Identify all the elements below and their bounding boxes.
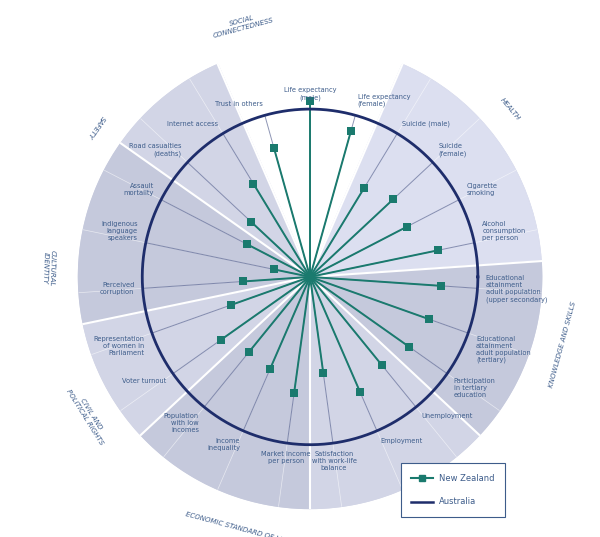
- Text: Life expectancy
(male): Life expectancy (male): [284, 88, 337, 101]
- Polygon shape: [310, 277, 479, 509]
- Text: Assault
mortality: Assault mortality: [124, 183, 154, 196]
- Text: Voter turnout: Voter turnout: [122, 379, 166, 384]
- Text: Alcohol
consumption
per person: Alcohol consumption per person: [482, 221, 526, 241]
- Text: Educational
attainment
adult population
(upper secondary): Educational attainment adult population …: [485, 275, 547, 303]
- Text: PAID WORK: PAID WORK: [430, 485, 467, 512]
- Text: ECONOMIC STANDARD OF LIVING: ECONOMIC STANDARD OF LIVING: [185, 512, 299, 537]
- Text: KNOWLEDGE AND SKILLS: KNOWLEDGE AND SKILLS: [548, 301, 577, 388]
- Text: Cigarette
smoking: Cigarette smoking: [466, 183, 497, 196]
- Polygon shape: [310, 261, 542, 435]
- Text: HEALTH: HEALTH: [499, 96, 521, 121]
- Text: Internet access: Internet access: [167, 120, 218, 127]
- FancyBboxPatch shape: [401, 463, 505, 517]
- Text: New Zealand: New Zealand: [439, 474, 495, 483]
- Text: SAFETY: SAFETY: [86, 114, 106, 139]
- Polygon shape: [79, 143, 310, 324]
- Text: Employment: Employment: [380, 438, 422, 444]
- Text: CIVIL AND
POLITICAL RIGHTS: CIVIL AND POLITICAL RIGHTS: [65, 385, 110, 446]
- Text: Income
inequality: Income inequality: [207, 438, 240, 451]
- Text: Suicide
(female): Suicide (female): [439, 143, 467, 157]
- Text: Perceived
corruption: Perceived corruption: [100, 282, 134, 295]
- Text: Trust in others: Trust in others: [215, 101, 263, 107]
- Text: Road casualties
(deaths): Road casualties (deaths): [129, 143, 181, 157]
- Text: Unemployment: Unemployment: [421, 413, 473, 419]
- Text: Educational
attainment
adult population
(tertiary): Educational attainment adult population …: [476, 336, 530, 364]
- Polygon shape: [79, 64, 542, 509]
- Polygon shape: [121, 64, 310, 277]
- Text: Indigenous
language
speakers: Indigenous language speakers: [101, 221, 138, 241]
- Text: CULTURAL
IDENTITY: CULTURAL IDENTITY: [41, 249, 56, 286]
- Text: Representation
of women in
Parliament: Representation of women in Parliament: [93, 336, 144, 356]
- Text: Australia: Australia: [439, 497, 476, 506]
- Text: Satisfaction
with work-life
balance: Satisfaction with work-life balance: [311, 451, 356, 471]
- Text: Population
with low
incomes: Population with low incomes: [164, 413, 199, 433]
- Text: Participation
in tertiary
education: Participation in tertiary education: [454, 379, 496, 398]
- Polygon shape: [141, 277, 310, 509]
- Polygon shape: [310, 64, 541, 277]
- Text: Suicide (male): Suicide (male): [401, 120, 449, 127]
- Text: Life expectancy
(female): Life expectancy (female): [358, 94, 410, 107]
- Polygon shape: [83, 277, 310, 435]
- Text: Market income
per person: Market income per person: [262, 451, 311, 465]
- Text: SOCIAL
CONNECTEDNESS: SOCIAL CONNECTEDNESS: [211, 10, 274, 39]
